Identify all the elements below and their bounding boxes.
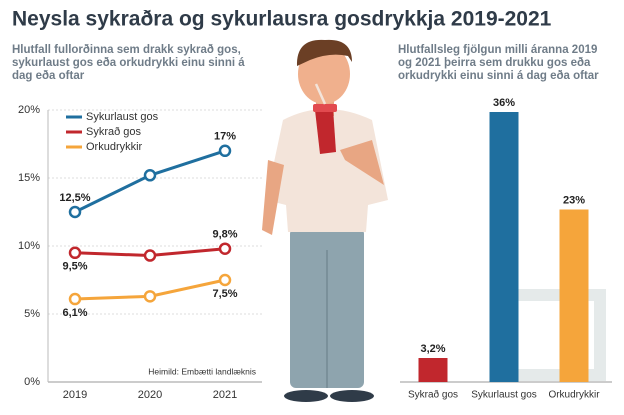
data-point	[68, 246, 82, 260]
x-tick-label: 2019	[63, 389, 87, 401]
data-point	[143, 249, 157, 262]
y-tick-label: 0%	[24, 376, 40, 388]
data-point	[143, 169, 157, 182]
data-label: 23%	[563, 194, 585, 206]
chart-subtitle: Hlutfallsleg fjölgun milli áranna 2019 og…	[398, 44, 599, 82]
illustration	[262, 39, 388, 402]
page-title: Neysla sykraðra og sykurlausra gosdrykkj…	[12, 8, 552, 31]
y-tick-label: 20%	[18, 104, 40, 116]
x-tick-label: Sykurlaust gos	[471, 390, 537, 401]
bar	[418, 358, 448, 382]
chart-subtitle: Hlutfall fullorðinna sem drakk sykrað go…	[12, 44, 245, 82]
y-tick-label: 15%	[18, 172, 40, 184]
x-tick-label: 2021	[213, 389, 237, 401]
data-label: 17%	[214, 131, 236, 143]
data-label: 9,8%	[212, 229, 237, 241]
data-point	[218, 273, 232, 287]
data-point	[68, 205, 82, 219]
bar	[489, 112, 519, 382]
data-label: 9,5%	[62, 261, 87, 273]
bar	[559, 209, 589, 382]
data-label: 12,5%	[59, 192, 90, 204]
data-label: 3,2%	[420, 343, 445, 355]
data-label: 6,1%	[62, 307, 87, 319]
y-tick-label: 10%	[18, 240, 40, 252]
x-tick-label: Sykrað gos	[408, 389, 458, 401]
data-point	[218, 144, 232, 158]
source: Heimild: Embætti landlæknis	[148, 366, 256, 376]
y-tick-label: 5%	[24, 308, 40, 320]
data-point	[68, 292, 82, 306]
legend-label: Sykurlaust gos	[86, 111, 159, 123]
x-tick-label: Orkudrykkir	[548, 390, 600, 401]
data-label: 36%	[493, 97, 515, 109]
data-label: 7,5%	[212, 288, 237, 300]
legend-label: Orkudrykkir	[86, 141, 143, 153]
legend-label: Sykrað gos	[86, 126, 142, 138]
data-point	[218, 242, 232, 255]
data-point	[143, 290, 157, 303]
x-tick-label: 2020	[138, 389, 162, 401]
